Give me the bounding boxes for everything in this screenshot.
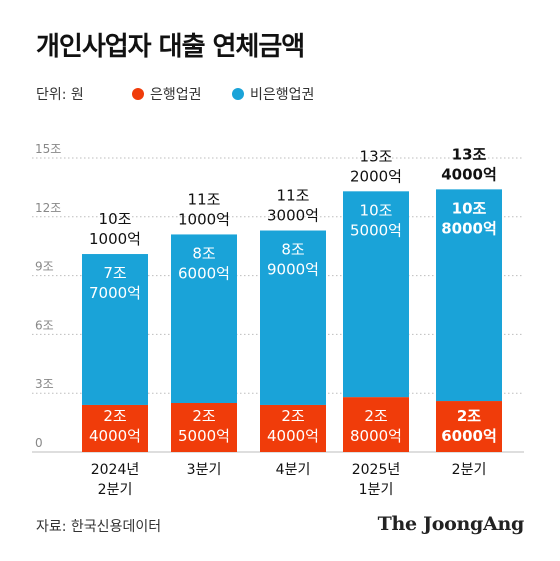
nonbank-value-sub-label-0: 7000억 (89, 284, 141, 302)
nonbank-value-label-1: 8조 (192, 244, 216, 262)
nonbank-value-sub-label-3: 5000억 (350, 221, 402, 239)
total-value-sub-label-2: 3000억 (267, 207, 319, 225)
nonbank-value-label-4: 10조 (452, 199, 487, 217)
bank-value-label-0: 2조 (103, 407, 127, 425)
nonbank-value-sub-label-2: 9000억 (267, 261, 319, 279)
x-category-label-0-0: 2024년 (91, 462, 140, 478)
y-tick-label-0: 0 (35, 436, 43, 450)
bar-bank-2 (260, 404, 326, 452)
source-note: 자료: 한국신용데이터 (36, 519, 162, 535)
bank-value-sub-label-0: 4000억 (89, 427, 141, 445)
bar-nonbank-3 (343, 191, 409, 398)
unit-label: 단위: 원 (36, 87, 84, 103)
bank-value-label-2: 2조 (281, 407, 305, 425)
x-category-label-3-0: 2025년 (352, 462, 401, 478)
bank-value-label-1: 2조 (192, 407, 216, 425)
y-tick-label-9: 9조 (35, 260, 54, 274)
total-value-label-4: 13조 (452, 145, 487, 163)
x-category-label-3-1: 1분기 (359, 482, 394, 498)
publisher-logo: The JoongAng (377, 513, 525, 535)
bar-bank-0 (82, 404, 148, 452)
bank-value-label-4: 2조 (457, 407, 481, 425)
chart-title: 개인사업자 대출 연체금액 (36, 32, 305, 62)
nonbank-value-label-2: 8조 (281, 241, 305, 259)
bar-nonbank-4 (436, 189, 502, 402)
nonbank-value-label-0: 7조 (103, 264, 127, 282)
total-value-label-0: 10조 (99, 210, 132, 228)
x-category-label-4-0: 2분기 (452, 462, 487, 478)
bank-value-sub-label-1: 5000억 (178, 427, 230, 445)
y-tick-label-15: 15조 (35, 142, 61, 156)
x-category-label-2-0: 4분기 (276, 462, 311, 478)
y-tick-label-3: 3조 (35, 377, 54, 391)
legend-bank: 은행업권 (132, 84, 202, 104)
nonbank-value-sub-label-1: 6000억 (178, 264, 230, 282)
total-value-sub-label-3: 2000억 (350, 167, 402, 185)
x-category-label-1-0: 3분기 (187, 462, 222, 478)
bank-value-label-3: 2조 (364, 407, 388, 425)
bar-bank-3 (343, 397, 409, 452)
total-value-sub-label-4: 4000억 (441, 165, 497, 183)
legend-nonbank-swatch (232, 88, 244, 100)
bar-nonbank-1 (171, 234, 237, 403)
bar-nonbank-0 (82, 254, 148, 405)
total-value-label-2: 11조 (277, 187, 310, 205)
bar-bank-4 (436, 401, 502, 452)
bank-value-sub-label-4: 6000억 (441, 427, 497, 445)
total-value-label-3: 13조 (360, 147, 393, 165)
legend-nonbank-label: 비은행업권 (250, 87, 315, 103)
bank-value-sub-label-2: 4000억 (267, 427, 319, 445)
legend-bank-label: 은행업권 (150, 87, 202, 103)
y-tick-label-6: 6조 (35, 318, 54, 332)
bar-bank-1 (171, 403, 237, 452)
total-value-sub-label-0: 1000억 (89, 230, 141, 248)
nonbank-value-label-3: 10조 (360, 201, 393, 219)
bar-nonbank-2 (260, 230, 326, 405)
nonbank-value-sub-label-4: 8000억 (441, 219, 497, 237)
legend-nonbank: 비은행업권 (232, 84, 314, 104)
stacked-bar-chart: 0 3조 6조 9조 12조 15조 2조 4000억 7조 7000억 10조 1000억 2024년… (32, 142, 524, 498)
total-value-sub-label-1: 1000억 (178, 210, 230, 228)
total-value-label-1: 11조 (188, 190, 221, 208)
y-tick-label-12: 12조 (35, 201, 61, 215)
bank-value-sub-label-3: 8000억 (350, 427, 402, 445)
x-category-label-0-1: 2분기 (98, 482, 133, 498)
legend-bank-swatch (132, 88, 144, 100)
